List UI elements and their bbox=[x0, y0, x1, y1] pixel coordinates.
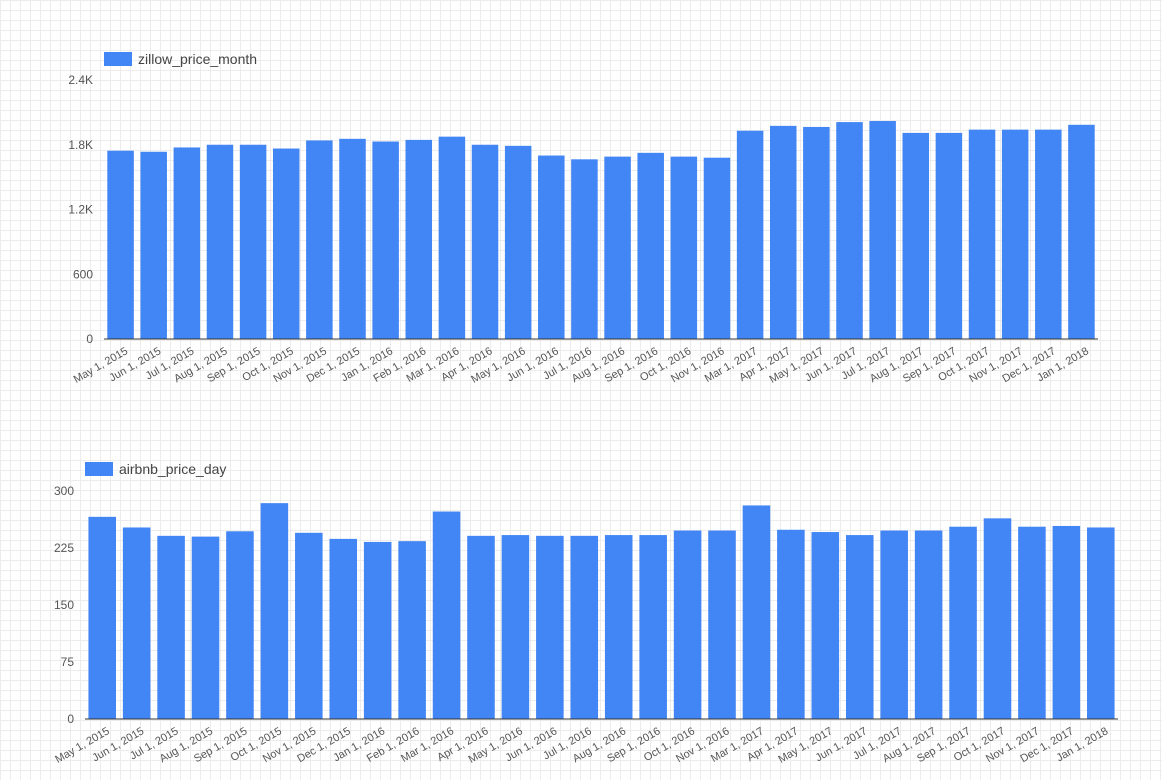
bar[interactable] bbox=[1068, 124, 1095, 339]
bar[interactable] bbox=[673, 530, 702, 719]
bar[interactable] bbox=[604, 156, 631, 339]
legend-label: airbnb_price_day bbox=[119, 461, 227, 477]
bar[interactable] bbox=[398, 541, 426, 719]
zillow-chart: zillow_price_month 0 600 1.2K 1.8K 2.4K May 1… bbox=[0, 0, 1162, 386]
bar[interactable] bbox=[703, 157, 731, 339]
bar[interactable] bbox=[637, 152, 664, 339]
bar[interactable] bbox=[306, 140, 333, 339]
bar[interactable] bbox=[570, 535, 599, 719]
bar[interactable] bbox=[329, 538, 358, 719]
bar[interactable] bbox=[260, 503, 289, 719]
bar[interactable] bbox=[536, 535, 564, 719]
y-tick-label: 600 bbox=[73, 267, 93, 281]
legend-swatch bbox=[104, 52, 132, 66]
bar[interactable] bbox=[949, 526, 977, 719]
legend[interactable]: airbnb_price_day bbox=[85, 461, 226, 477]
bar[interactable] bbox=[122, 527, 151, 719]
bar[interactable] bbox=[173, 147, 201, 339]
bar[interactable] bbox=[88, 516, 116, 719]
bar[interactable] bbox=[438, 136, 466, 339]
bar[interactable] bbox=[914, 530, 943, 719]
bar[interactable] bbox=[140, 151, 167, 339]
y-tick-label: 1.2K bbox=[68, 203, 93, 217]
bar[interactable] bbox=[845, 535, 874, 719]
bar[interactable] bbox=[107, 150, 134, 339]
bar[interactable] bbox=[226, 531, 254, 719]
bar[interactable] bbox=[670, 156, 698, 339]
bar[interactable] bbox=[1052, 525, 1081, 719]
bar[interactable] bbox=[902, 132, 930, 339]
bar[interactable] bbox=[836, 122, 863, 339]
bar[interactable] bbox=[869, 121, 896, 339]
bar[interactable] bbox=[1035, 129, 1062, 339]
legend-swatch bbox=[85, 462, 113, 476]
bar[interactable] bbox=[432, 511, 461, 719]
bar[interactable] bbox=[467, 535, 495, 719]
bar[interactable] bbox=[272, 148, 300, 339]
bar[interactable] bbox=[1018, 526, 1046, 719]
y-tick-label: 0 bbox=[67, 712, 74, 726]
bar[interactable] bbox=[538, 155, 565, 339]
y-tick-label: 75 bbox=[61, 655, 75, 669]
bar[interactable] bbox=[935, 132, 963, 339]
airbnb-chart: airbnb_price_day 0 75 150 225 300 May 1, 2015… bbox=[0, 455, 1162, 780]
bar[interactable] bbox=[880, 530, 908, 719]
bar[interactable] bbox=[372, 141, 399, 339]
bar[interactable] bbox=[471, 144, 499, 339]
y-tick-label: 1.8K bbox=[68, 138, 93, 152]
legend[interactable]: zillow_price_month bbox=[104, 51, 257, 67]
bar[interactable] bbox=[295, 532, 323, 719]
bar[interactable] bbox=[769, 125, 797, 339]
bar[interactable] bbox=[639, 535, 667, 719]
bar[interactable] bbox=[736, 130, 764, 339]
bar[interactable] bbox=[803, 126, 830, 339]
y-tick-label: 225 bbox=[54, 541, 74, 555]
bar[interactable] bbox=[191, 536, 220, 719]
bar[interactable] bbox=[742, 505, 771, 719]
y-tick-label: 2.4K bbox=[68, 73, 93, 87]
bar[interactable] bbox=[708, 530, 736, 719]
bar[interactable] bbox=[811, 532, 840, 719]
bar[interactable] bbox=[777, 529, 805, 719]
bar[interactable] bbox=[157, 535, 185, 719]
bar[interactable] bbox=[501, 535, 530, 719]
bar[interactable] bbox=[206, 144, 234, 339]
bar[interactable] bbox=[983, 518, 1012, 719]
bar[interactable] bbox=[1001, 129, 1029, 339]
bar[interactable] bbox=[339, 138, 366, 339]
y-tick-label: 150 bbox=[54, 598, 74, 612]
bar[interactable] bbox=[405, 139, 433, 339]
bar[interactable] bbox=[1087, 527, 1115, 719]
legend-label: zillow_price_month bbox=[138, 51, 258, 67]
bar[interactable] bbox=[604, 535, 633, 719]
y-tick-label: 300 bbox=[54, 484, 74, 498]
bar[interactable] bbox=[239, 144, 267, 339]
bar[interactable] bbox=[504, 145, 532, 339]
y-tick-label: 0 bbox=[86, 332, 93, 346]
bar[interactable] bbox=[968, 129, 996, 339]
bar[interactable] bbox=[363, 541, 392, 719]
bar[interactable] bbox=[571, 159, 598, 339]
